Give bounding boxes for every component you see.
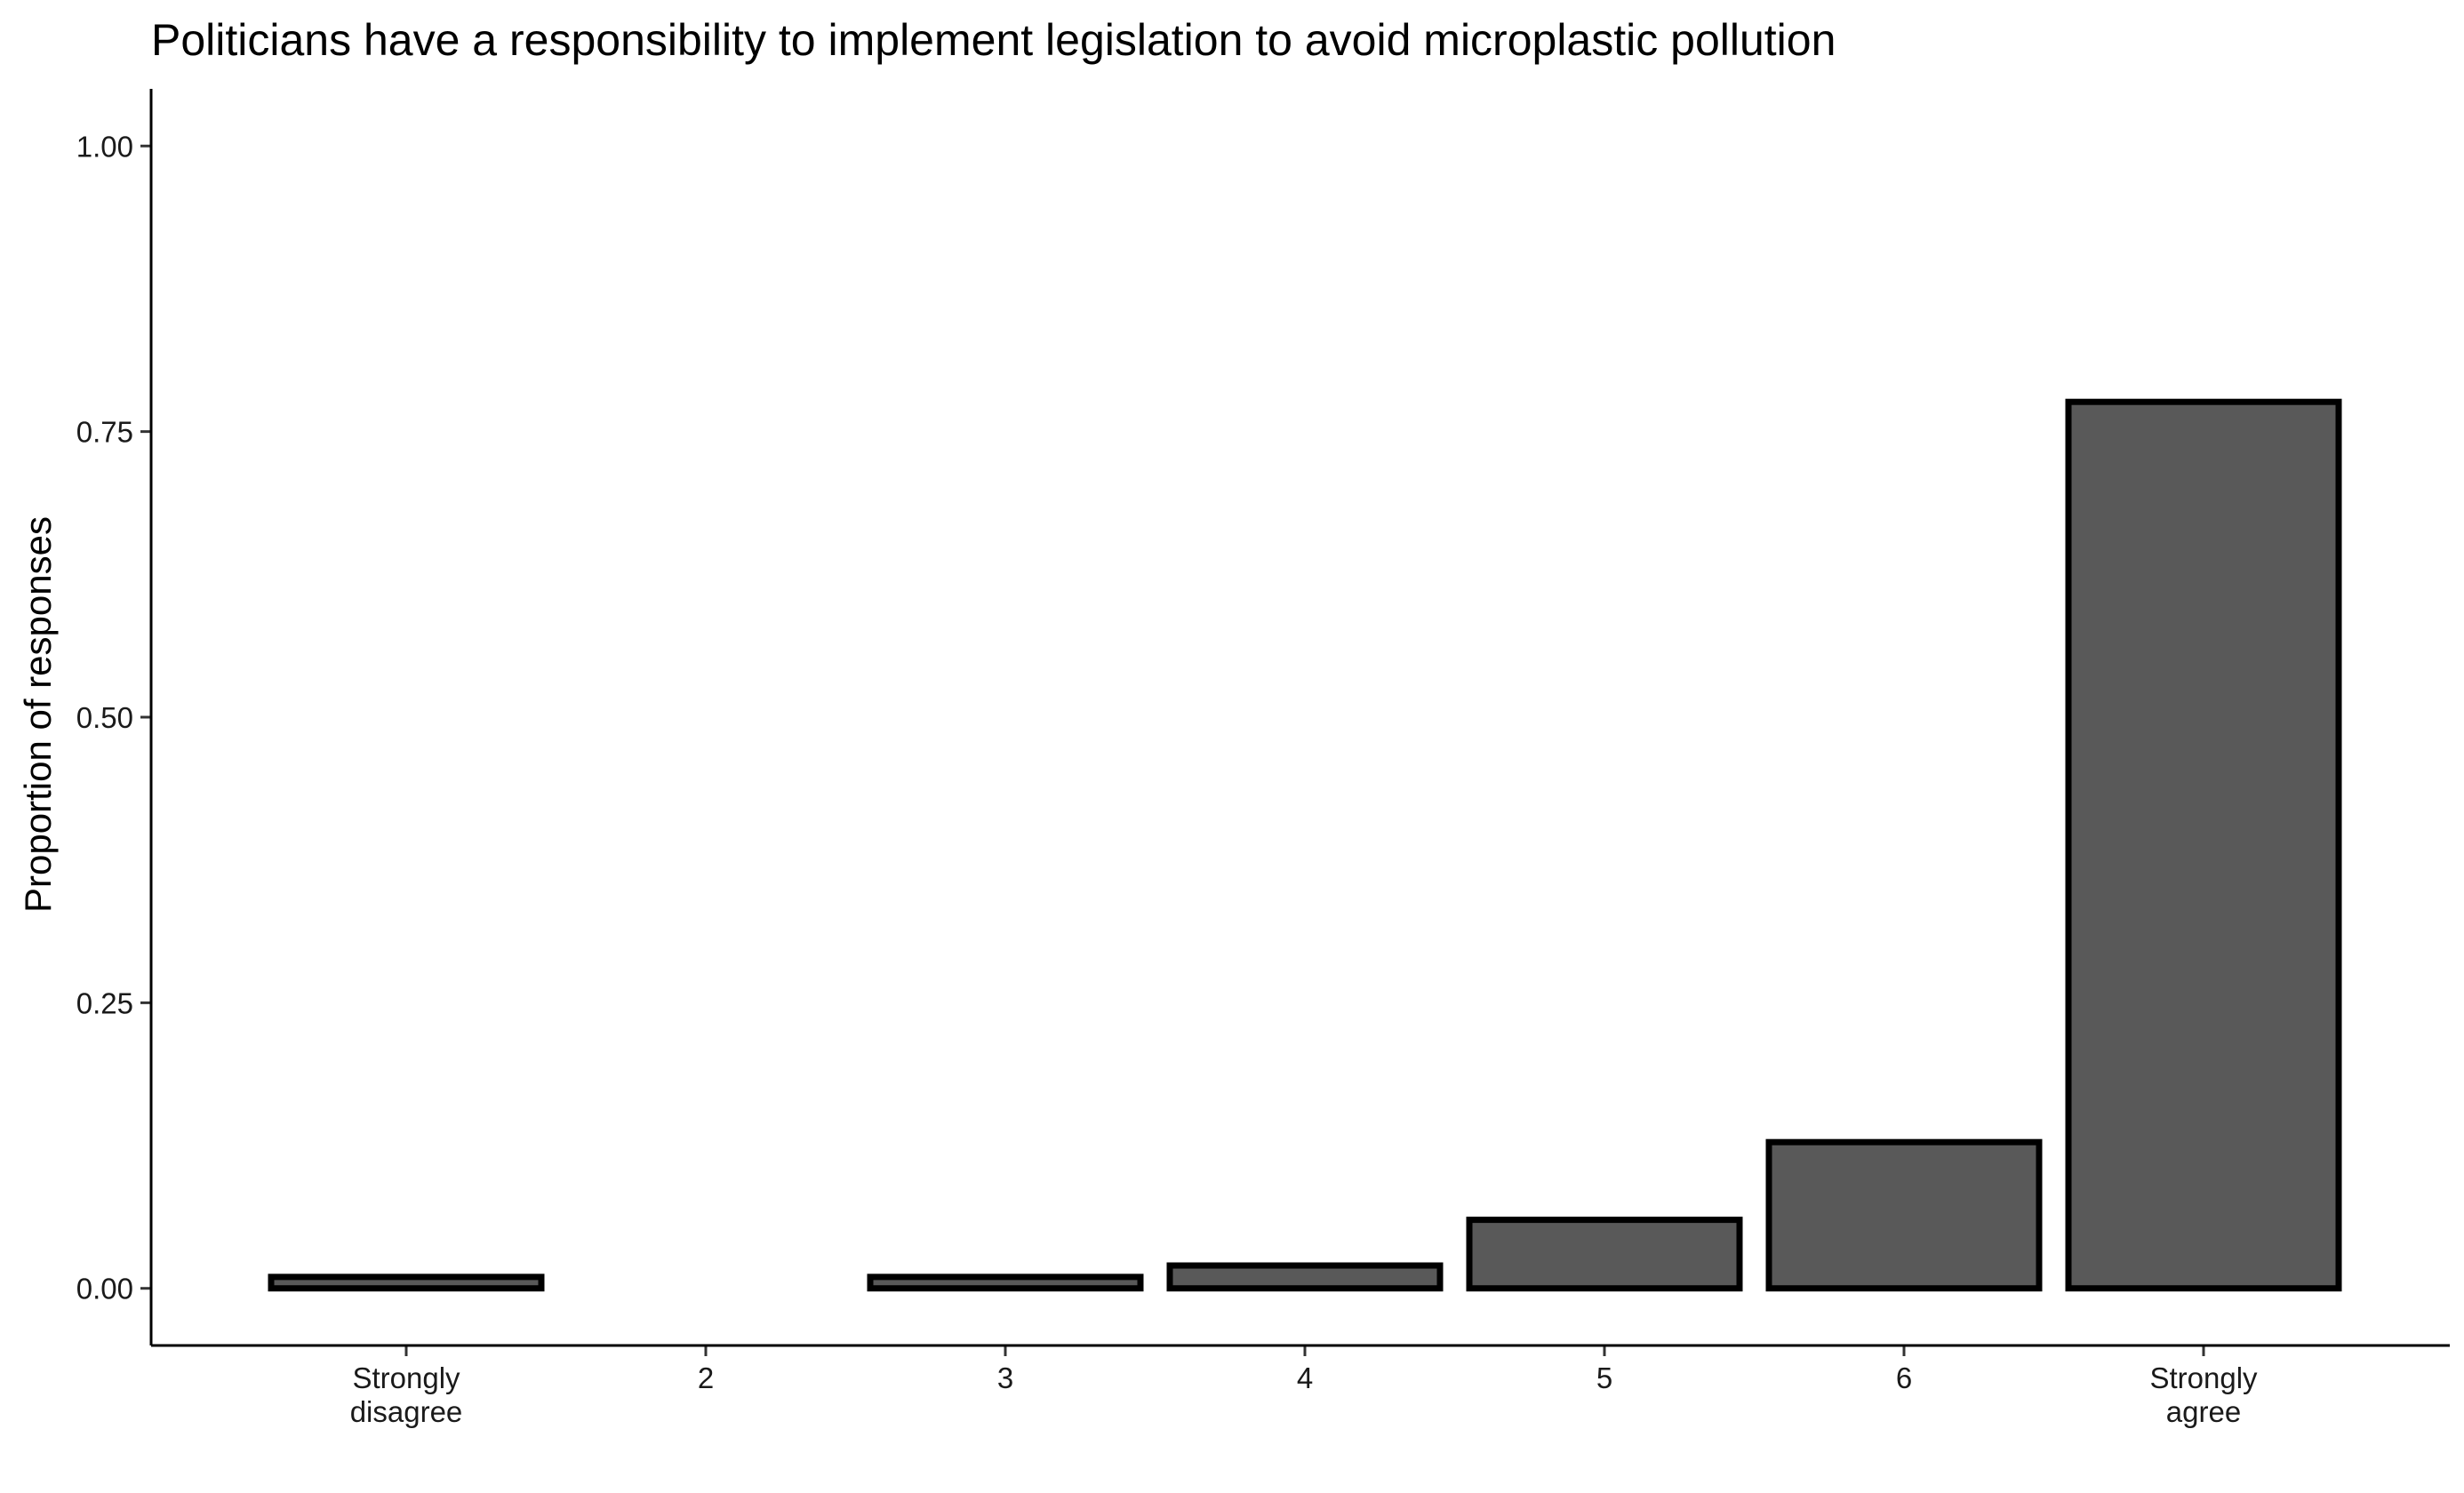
y-axis-label: Proportion of responses (17, 516, 59, 913)
y-tick-label-5: 1.00 (76, 130, 133, 163)
y-tick-label-3: 0.50 (76, 701, 133, 734)
bar-6 (1765, 1138, 2043, 1292)
bar-4 (1166, 1262, 1444, 1292)
chart-title: Politicians have a responsibility to imp… (151, 15, 1836, 65)
x-tick-label-2: 2 (698, 1361, 714, 1394)
bar-7 (2065, 398, 2342, 1292)
x-tick-label-1: Strongly disagree (350, 1361, 463, 1428)
x-tick-label-6: 6 (1896, 1361, 1912, 1394)
x-tick-label-7: Strongly agree (2149, 1361, 2258, 1428)
x-axis-ticks: Strongly disagree 2 3 4 5 6 Strongly agree (350, 1345, 2258, 1428)
x-tick-label-4: 4 (1297, 1361, 1313, 1394)
x-tick-label-5: 5 (1596, 1361, 1612, 1394)
y-tick-label-1: 0.00 (76, 1273, 133, 1305)
x-tick-label-3: 3 (997, 1361, 1013, 1394)
y-axis-ticks: 0.00 0.25 0.50 0.75 1.00 (76, 130, 151, 1305)
bars-group (268, 398, 2342, 1292)
bar-1 (268, 1273, 545, 1292)
y-tick-label-4: 0.75 (76, 416, 133, 449)
y-tick-label-2: 0.25 (76, 986, 133, 1019)
bar-5 (1466, 1217, 1743, 1292)
bar-3 (867, 1273, 1144, 1292)
